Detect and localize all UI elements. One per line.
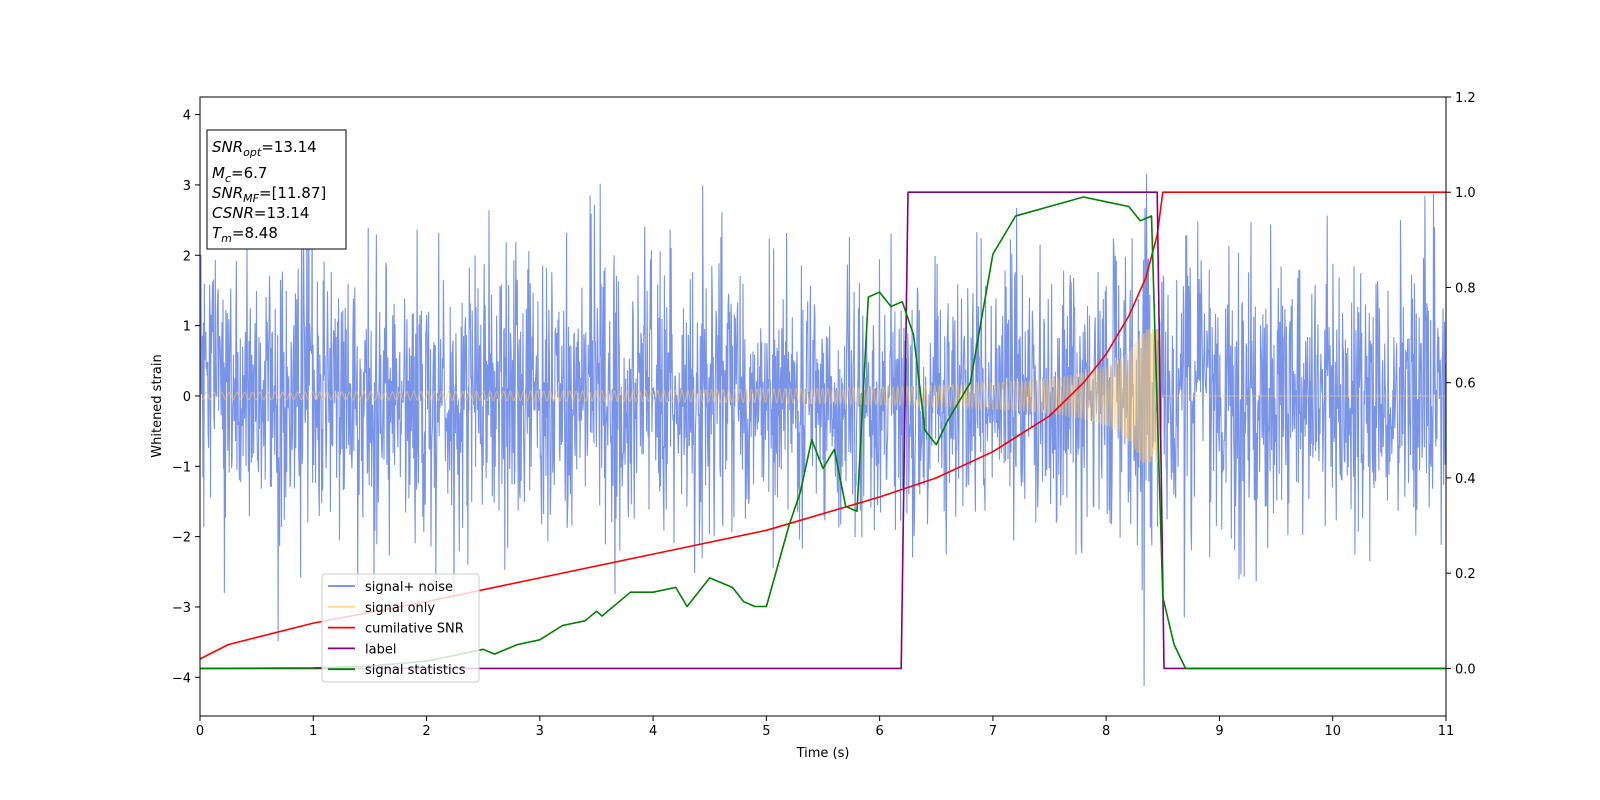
left-y-axis: −4 −3 −2 −1 0 1 2 3 4 [172, 109, 200, 686]
x-tick-label: 8 [1102, 724, 1110, 739]
x-tick-label: 10 [1324, 724, 1341, 739]
y-right-tick-label: 0.0 [1455, 662, 1476, 677]
x-tick-label: 3 [536, 724, 544, 739]
y-right-tick-label: 0.8 [1455, 281, 1476, 296]
x-tick-label: 1 [309, 724, 317, 739]
legend-label: label [365, 642, 396, 657]
info-csnr: CSNR=13.14 [212, 204, 309, 222]
y-left-tick-label: −1 [172, 460, 191, 475]
x-tick-label: 11 [1438, 724, 1455, 739]
plot-frame [199, 96, 1447, 717]
y-axis-label: Whitened strain [150, 354, 165, 457]
x-axis: 0 1 2 3 4 5 6 7 8 9 10 11 [196, 716, 1454, 739]
series-line-signal-noise [200, 174, 1446, 687]
y-left-tick-label: 2 [183, 249, 191, 264]
x-tick-label: 9 [1215, 724, 1223, 739]
info-box-frame [206, 129, 347, 250]
y-right-tick-label: 0.2 [1455, 567, 1476, 582]
legend-frame [321, 573, 480, 683]
legend-label: signal+ noise [365, 580, 453, 595]
noise-series-layer [200, 174, 1446, 687]
y-right-tick-label: 1.0 [1455, 186, 1476, 201]
x-tick-label: 5 [762, 724, 770, 739]
info-snr-opt: SNRopt=13.14 [212, 138, 317, 159]
info-snr-mf: SNRMF=[11.87] [212, 184, 326, 205]
y-left-tick-label: −2 [172, 531, 191, 546]
x-tick-label: 2 [422, 724, 430, 739]
y-right-tick-label: 0.6 [1455, 377, 1476, 392]
legend: signal+ noise signal only cumilative SNR la… [321, 573, 480, 683]
y-left-tick-label: 0 [183, 390, 191, 405]
info-tm: Tm=8.48 [212, 224, 278, 245]
y-left-tick-label: −3 [172, 601, 191, 616]
x-tick-label: 4 [649, 724, 657, 739]
legend-label: signal statistics [365, 663, 466, 678]
signal-series-layer [200, 329, 1446, 463]
legend-label: signal only [365, 601, 435, 616]
series-line-signal-statistics [200, 196, 1446, 670]
x-tick-label: 7 [989, 724, 997, 739]
series-line-signal-only [200, 329, 1446, 463]
x-axis-label: Time (s) [796, 746, 850, 761]
info-mc: Mc=6.7 [212, 164, 267, 185]
right-y-axis: 0.0 0.2 0.4 0.6 0.8 1.0 1.2 [1446, 91, 1476, 677]
x-tick-label: 0 [196, 724, 204, 739]
y-left-tick-label: 1 [183, 320, 191, 335]
info-box: SNRopt=13.14 Mc=6.7 SNRMF=[11.87] CSNR=1… [206, 129, 347, 250]
y-left-tick-label: 3 [183, 179, 191, 194]
y-right-tick-label: 1.2 [1455, 91, 1476, 106]
y-left-tick-label: −4 [172, 671, 191, 686]
y-left-tick-label: 4 [183, 109, 191, 124]
legend-label: cumilative SNR [365, 622, 464, 637]
y-right-tick-label: 0.4 [1455, 472, 1476, 487]
x-tick-label: 6 [875, 724, 883, 739]
